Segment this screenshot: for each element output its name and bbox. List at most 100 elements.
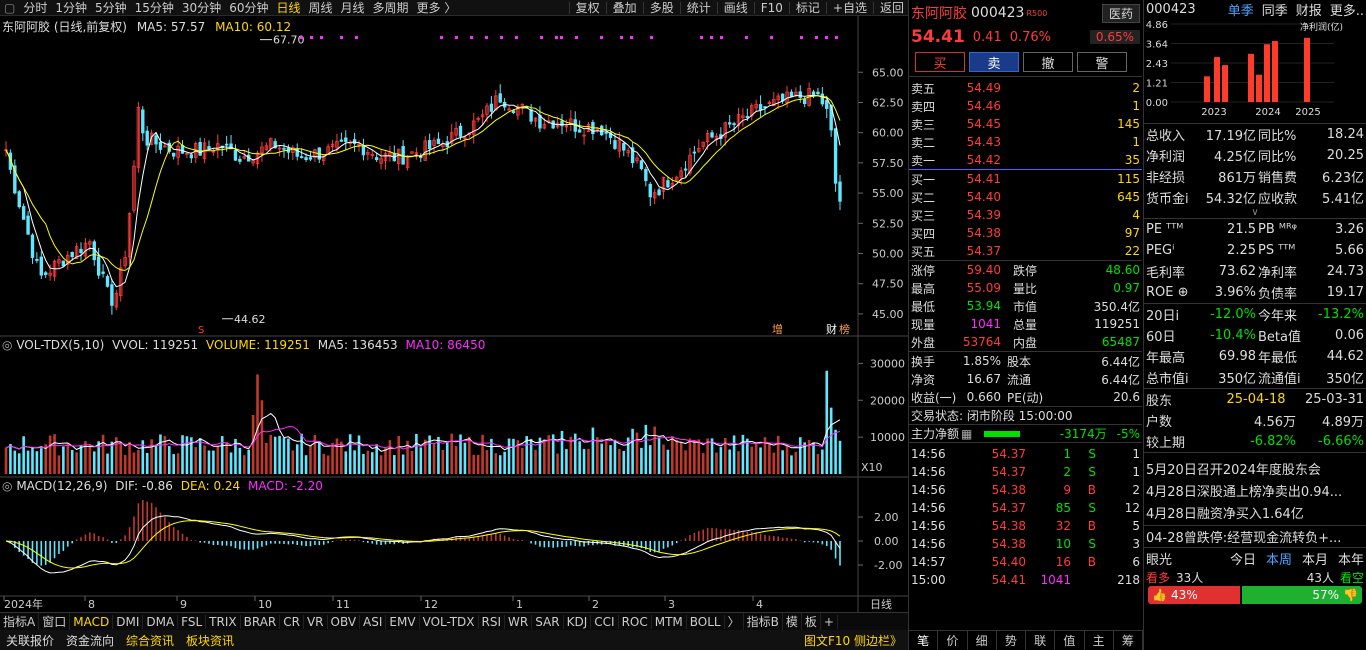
indicator-tab[interactable]: + <box>821 614 838 629</box>
indicator-tab[interactable]: 板 <box>802 613 821 630</box>
bull-label: 看多 <box>1146 570 1171 585</box>
tick-time: 14:56 <box>911 501 946 515</box>
period-tab[interactable]: 30分钟 <box>181 1 222 15</box>
quote-bottom-tab[interactable]: 主 <box>1085 631 1114 650</box>
toolbar-button[interactable]: 复权 <box>575 1 600 15</box>
net-profit-chart[interactable]: 4.86 3.64 2.43 1.21 0.00 净利润(亿) 2023 2024 2025 <box>1144 18 1366 120</box>
fin-row: 货币金i 54.32亿 应收款 5.41亿 <box>1144 187 1366 208</box>
toolbar-button[interactable]: 叠加 <box>612 1 637 15</box>
tick-time: 14:56 <box>911 483 946 497</box>
fin-expand-icon[interactable]: ∨ <box>1251 207 1259 218</box>
sector-name[interactable]: 医药 <box>1101 3 1140 23</box>
cancel-button[interactable]: 撤 <box>1023 52 1073 72</box>
volume-bar <box>35 451 39 474</box>
quote-bottom-tab[interactable]: 联 <box>1026 631 1056 650</box>
period-tab[interactable]: 多周期 <box>372 1 409 15</box>
period-tab[interactable]: 分时 <box>23 1 48 15</box>
indicator-tab[interactable]: CCI <box>591 614 619 629</box>
indicator-tab[interactable]: KDJ <box>564 614 592 629</box>
indicator-tab[interactable]: MACD <box>70 614 114 629</box>
vol-minimize-icon[interactable]: ◎ <box>2 338 13 352</box>
info-tab[interactable]: 综合资讯 <box>126 633 175 648</box>
indicator-tab[interactable]: 模 <box>783 613 802 630</box>
info-tab[interactable]: 关联报价 <box>6 633 55 648</box>
toolbar-menu-icon[interactable]: ▢ <box>4 0 16 15</box>
quote-bottom-tab[interactable]: 细 <box>968 631 997 650</box>
period-tab[interactable]: 1分钟 <box>55 1 87 15</box>
stat-label: 内盘 <box>1013 335 1038 350</box>
fin-tab[interactable]: 单季 <box>1227 3 1254 19</box>
quote-bottom-tab[interactable]: 价 <box>938 631 968 650</box>
macd-minimize-icon[interactable]: ◎ <box>2 479 13 493</box>
info-tab[interactable]: 资金流向 <box>66 633 115 648</box>
f10-sidebar-link[interactable]: 图文F10 侧边栏》 <box>804 633 902 648</box>
indicator-tab[interactable]: TRIX <box>206 614 241 629</box>
indicator-tab[interactable]: ASI <box>360 614 387 629</box>
toolbar-button[interactable]: 返回 <box>879 1 904 15</box>
stock-chart-svg[interactable]: 65.00 62.50 60.00 57.50 55.00 52.50 50.00 47.50… <box>0 16 908 612</box>
indicator-tab[interactable]: BRAR <box>241 614 281 629</box>
indicator-tab[interactable]: ROC <box>619 614 652 629</box>
candle-body <box>754 103 758 109</box>
indicator-tab[interactable]: FSL <box>178 614 207 629</box>
fin-label: ROE ⊕ <box>1146 285 1189 300</box>
indicator-tab[interactable]: CR <box>280 614 304 629</box>
fin-tab[interactable]: 更多.. <box>1329 3 1364 19</box>
indicator-tab[interactable]: RSI <box>479 614 506 629</box>
indicator-tab[interactable]: MTM <box>652 614 687 629</box>
fin-row: 毛利率 73.62 净利率 24.73 <box>1144 261 1366 282</box>
toolbar-button[interactable]: +自选 <box>832 1 867 15</box>
toolbar-button[interactable]: 画线 <box>723 1 748 15</box>
fin-tab[interactable]: 财报 <box>1295 3 1322 19</box>
indicator-tab[interactable]: WR <box>505 614 533 629</box>
indicator-tab[interactable]: EMV <box>386 614 420 629</box>
news-item[interactable]: 5月20日召开2024年度股东会 <box>1146 462 1321 478</box>
candle-body <box>149 132 154 145</box>
period-tab[interactable]: 周线 <box>308 1 333 15</box>
toolbar-button[interactable]: F10 <box>760 0 783 15</box>
alert-button[interactable]: 警 <box>1077 52 1127 72</box>
sentiment-tab[interactable]: 今日 <box>1229 553 1256 568</box>
period-tab[interactable]: 更多 〉 <box>416 1 457 15</box>
buy-button[interactable]: 买 <box>915 52 965 72</box>
sentiment-tab[interactable]: 本周 <box>1265 553 1292 568</box>
toolbar-button[interactable]: 统计 <box>686 1 711 15</box>
period-tab[interactable]: 月线 <box>340 1 365 15</box>
period-tab[interactable]: 5分钟 <box>95 1 127 15</box>
period-tab[interactable]: 60分钟 <box>229 1 269 15</box>
bear-bar[interactable]: 57% 👎 <box>1242 586 1362 604</box>
signal-dot <box>340 36 343 39</box>
fin-tab[interactable]: 同季 <box>1261 3 1288 19</box>
quote-bottom-tab[interactable]: 笔 <box>909 631 939 650</box>
sell-button[interactable]: 卖 <box>969 52 1019 72</box>
indicator-tab[interactable]: 指标A <box>0 613 40 630</box>
indicator-tab[interactable]: DMA <box>143 614 179 629</box>
period-tab[interactable]: 日线 <box>276 1 301 15</box>
toolbar-button[interactable]: 多股 <box>649 1 674 15</box>
news-item[interactable]: 4月28日深股通上榜净卖出0.94... <box>1146 484 1343 500</box>
indicator-tab[interactable]: VOL-TDX <box>420 614 479 629</box>
indicator-tab[interactable]: 指标B <box>744 613 783 630</box>
fin-label: 年最低 <box>1258 351 1298 366</box>
netflow-grid-icon[interactable]: ▦ <box>961 426 973 441</box>
indicator-tab[interactable]: VR <box>304 614 328 629</box>
sentiment-tab[interactable]: 本月 <box>1301 553 1328 568</box>
indicator-tab[interactable]: DMI <box>113 614 144 629</box>
indicator-tab[interactable]: OBV <box>328 614 361 629</box>
news-item[interactable]: 04-28曾跌停:经营现金流转负+... <box>1144 525 1366 547</box>
quote-bottom-tab[interactable]: 筹 <box>1114 631 1143 650</box>
indicator-tab[interactable]: 窗口 <box>39 613 71 630</box>
indicator-tab[interactable]: SAR <box>532 614 564 629</box>
quote-bottom-tab[interactable]: 值 <box>1055 631 1085 650</box>
bull-bar[interactable]: 👍 43% <box>1148 586 1241 604</box>
quote-bottom-tab[interactable]: 势 <box>997 631 1026 650</box>
toolbar-button[interactable]: 标记 <box>795 1 820 15</box>
info-tab[interactable]: 板块资讯 <box>186 633 235 648</box>
sentiment-tab[interactable]: 本年 <box>1337 553 1364 568</box>
period-tab[interactable]: 15分钟 <box>134 1 174 15</box>
candle-body <box>255 152 260 165</box>
indicator-tab[interactable]: BOLL <box>687 614 725 629</box>
news-item[interactable]: 4月28日融资净买入1.64亿 <box>1146 506 1304 522</box>
volume-bar <box>26 450 30 474</box>
indicator-tab[interactable]: 〉 <box>725 613 744 630</box>
